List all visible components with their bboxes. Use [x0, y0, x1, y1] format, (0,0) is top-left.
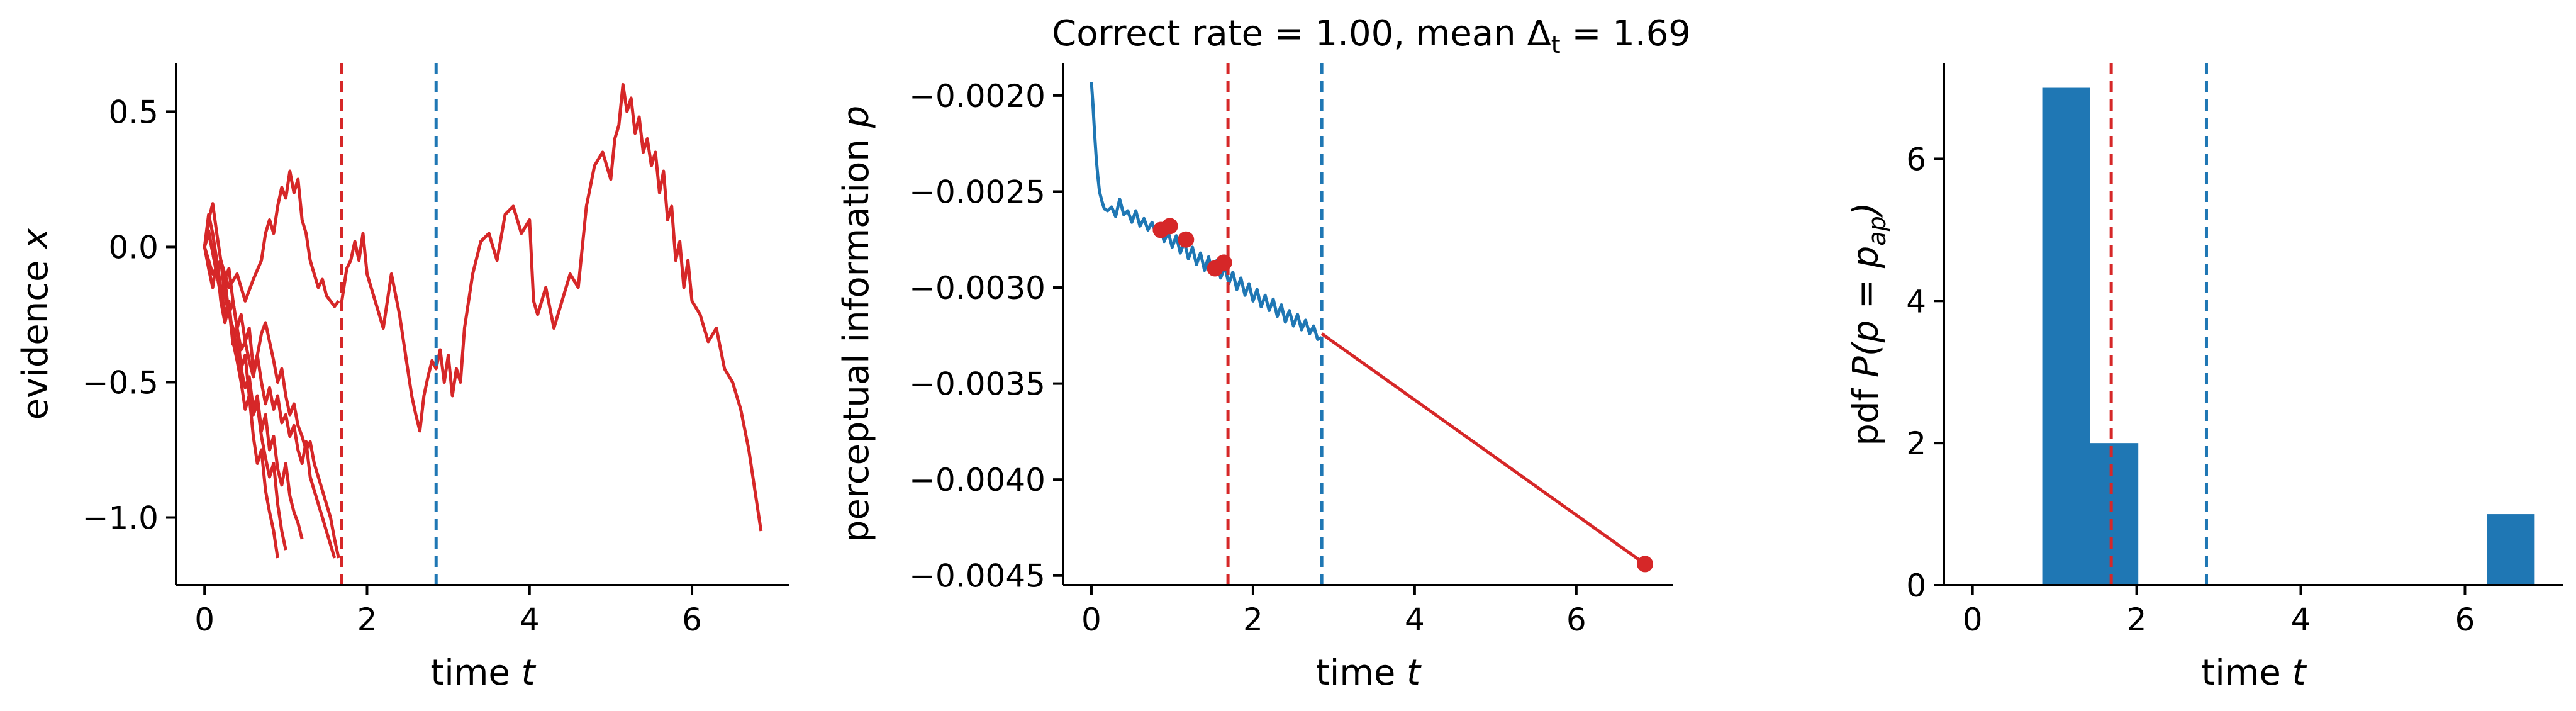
- histogram-bar: [2090, 443, 2139, 585]
- x-tick-label: 0: [1081, 602, 1101, 638]
- x-tick-label: 6: [2455, 602, 2475, 638]
- series-line: [203, 202, 340, 559]
- x-tick-label: 4: [520, 602, 540, 638]
- data-point: [1637, 556, 1654, 573]
- y-tick-label: 4: [1906, 283, 1926, 320]
- series-line: [203, 229, 337, 559]
- x-axis-label: time t: [1316, 652, 1422, 693]
- x-tick-label: 4: [2291, 602, 2311, 638]
- y-tick-label: −0.0025: [909, 174, 1045, 210]
- x-tick-label: 2: [2127, 602, 2147, 638]
- data-point: [1215, 254, 1232, 271]
- x-tick-label: 0: [1963, 602, 1983, 638]
- series-line: [203, 232, 287, 551]
- series-line: [1090, 82, 1323, 341]
- y-tick-label: 6: [1906, 141, 1926, 177]
- data-point: [1161, 218, 1178, 235]
- data-point: [1178, 231, 1195, 248]
- x-tick-label: 2: [1243, 602, 1263, 638]
- x-tick-label: 0: [194, 602, 215, 638]
- x-tick-label: 6: [1566, 602, 1586, 638]
- figure-title: Correct rate = 1.00, mean Δt = 1.69: [1052, 13, 1691, 59]
- histogram-bar: [2487, 514, 2535, 585]
- y-tick-label: −0.0040: [909, 462, 1045, 498]
- x-tick-label: 4: [1405, 602, 1425, 638]
- evidence-chart: 0 2 4 6 −1.0 −0.5 0.0 0.5 time t evidence x: [15, 63, 789, 693]
- series-line: [203, 246, 304, 540]
- y-tick-label: 0.0: [108, 229, 159, 266]
- series-line: [340, 82, 763, 532]
- y-axis-label: perceptual information p: [836, 106, 877, 542]
- y-axis-label: evidence x: [15, 228, 56, 420]
- y-tick-label: −0.0035: [909, 366, 1045, 403]
- perceptual-information-chart: 0 2 4 6 −0.0045 −0.0040 −0.0035 −0.0030 −0.0025 −…: [836, 63, 1673, 693]
- histogram-bar: [2042, 87, 2090, 585]
- y-tick-label: 2: [1906, 425, 1926, 462]
- series-line: [1320, 332, 1646, 566]
- x-tick-label: 6: [682, 602, 702, 638]
- x-axis-label: time t: [430, 652, 536, 693]
- y-tick-label: 0.5: [108, 94, 159, 130]
- pdf-histogram-chart: 0 2 4 6 0 2 4 6 time t pdf P(p = pap): [1846, 63, 2563, 693]
- x-axis-label: time t: [2201, 652, 2307, 693]
- x-tick-label: 2: [357, 602, 377, 638]
- y-tick-label: −0.0030: [909, 270, 1045, 306]
- y-tick-label: −0.5: [82, 364, 159, 401]
- y-tick-label: −0.0045: [909, 558, 1045, 595]
- series-line: [203, 169, 340, 308]
- y-tick-label: −1.0: [82, 500, 159, 536]
- y-axis-label: pdf P(p = pap): [1846, 202, 1891, 445]
- y-tick-label: 0: [1906, 568, 1926, 604]
- y-tick-label: −0.0020: [909, 78, 1045, 115]
